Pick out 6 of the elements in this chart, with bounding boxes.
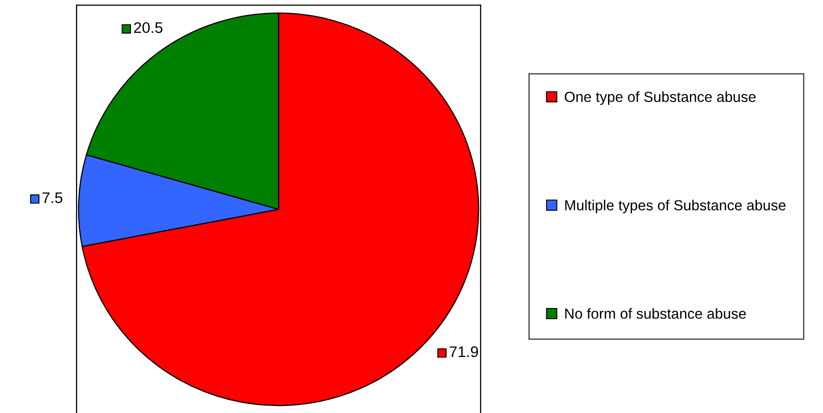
legend-label: Multiple types of Substance abuse [565, 200, 786, 214]
legend-label: One type of Substance abuse [564, 91, 756, 105]
data-label: 7.5 [42, 192, 62, 204]
data-label: 20.5 [134, 22, 162, 34]
data-label: 71.9 [450, 346, 478, 358]
legend-label: No form of substance abuse [565, 308, 746, 319]
